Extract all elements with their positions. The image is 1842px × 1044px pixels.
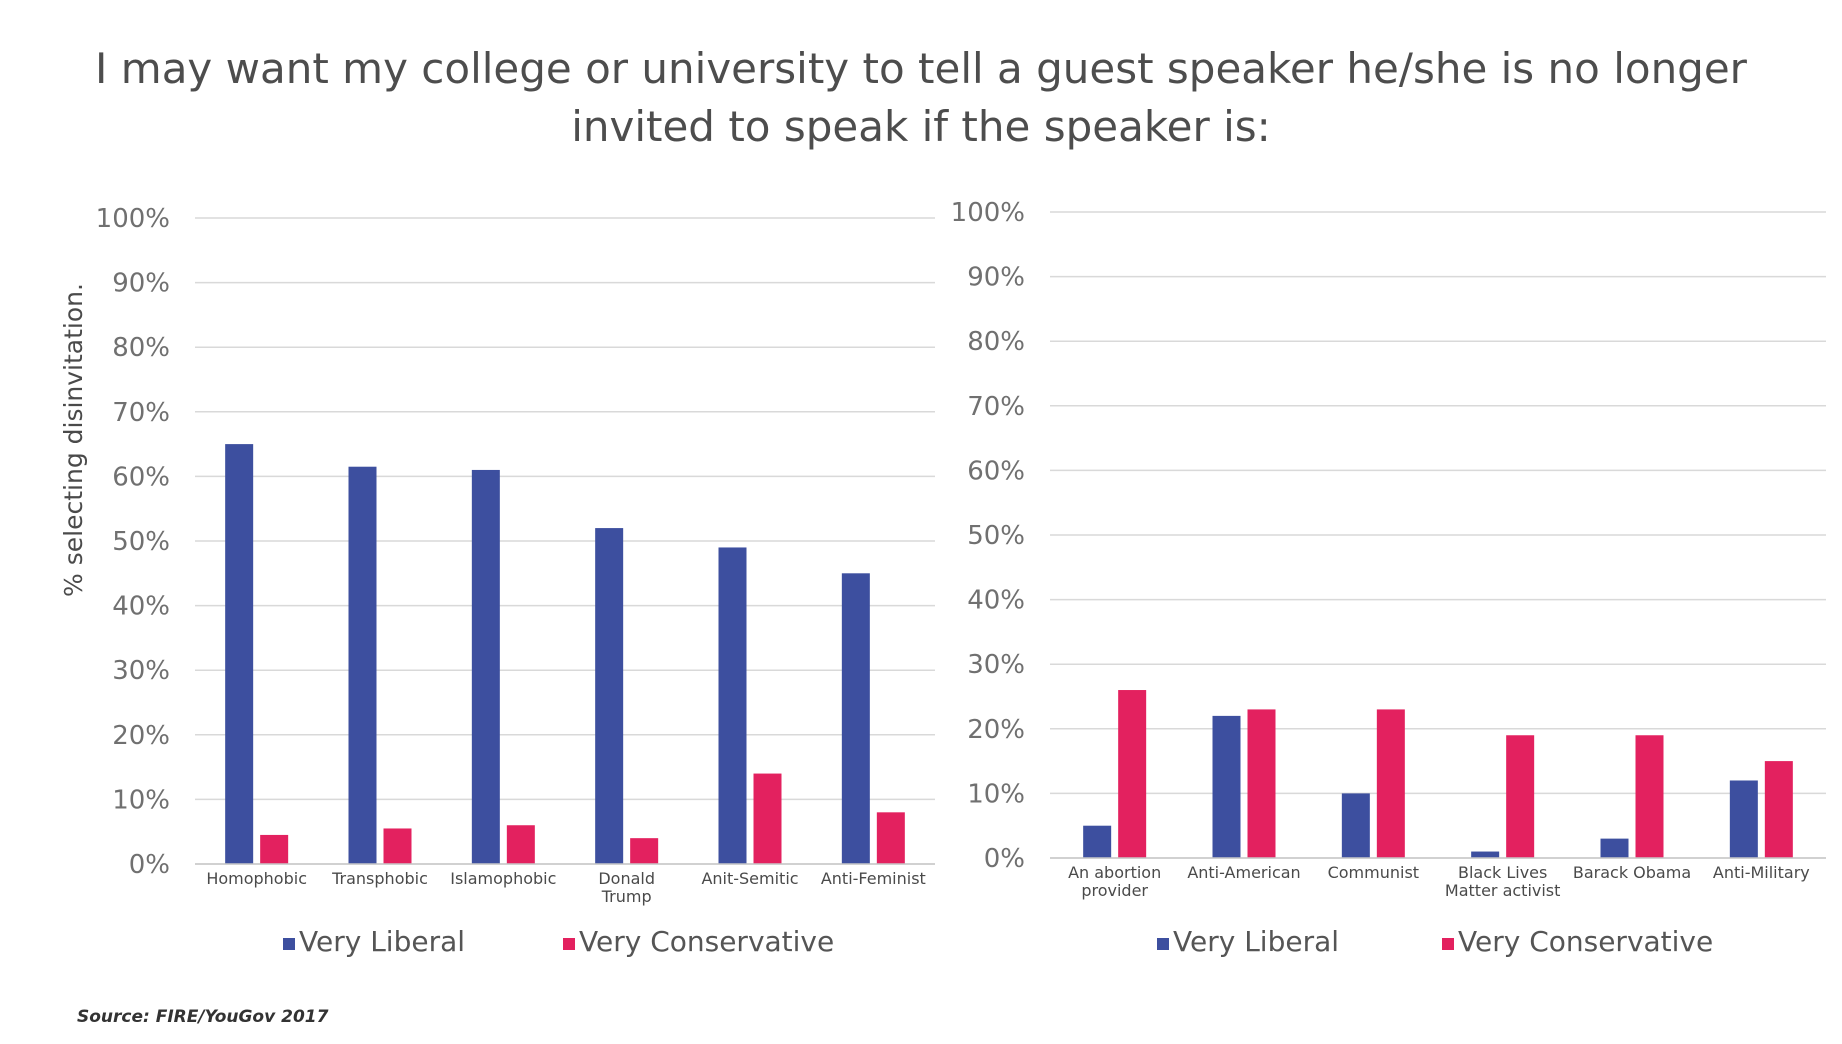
category-label: Barack Obama	[1573, 863, 1691, 882]
category-label: Homophobic	[206, 869, 307, 888]
bar-very-conservative	[506, 825, 535, 864]
bar-very-conservative	[1247, 709, 1276, 858]
y-tick-label: 10%	[967, 779, 1025, 809]
bar-very-liberal	[1471, 851, 1500, 858]
category-label: Donald Trump	[598, 869, 655, 906]
legend-label: Very Conservative	[579, 925, 834, 958]
category-label: Black Lives Matter activist	[1445, 863, 1561, 900]
category-label: Islamophobic	[450, 869, 556, 888]
y-tick-label: 80%	[967, 327, 1025, 357]
y-tick-label: 20%	[967, 715, 1025, 745]
y-tick-label: 60%	[112, 462, 170, 492]
source-note: Source: FIRE/YouGov 2017	[77, 1007, 329, 1027]
legend-label: Very Liberal	[1173, 925, 1339, 958]
chart-right: 0% 10% 20% 30% 40% 50% 60% 70% 80% 90% 100% An abor…	[951, 198, 1826, 958]
y-tick-label: 0%	[984, 844, 1025, 874]
page-title-line-2: invited to speak if the speaker is:	[571, 102, 1271, 151]
y-tick-label: 30%	[112, 656, 170, 686]
category-label: Anti-American	[1187, 863, 1300, 882]
y-tick-label: 100%	[96, 204, 170, 234]
y-tick-label: 20%	[112, 721, 170, 751]
y-axis-label: % selecting disinvitation.	[59, 283, 88, 597]
legend-swatch	[1157, 938, 1169, 950]
y-tick-label: 100%	[951, 198, 1025, 228]
bar-very-conservative	[1764, 761, 1793, 858]
y-tick-label: 60%	[967, 456, 1025, 486]
category-label: Anti-Military	[1713, 863, 1810, 882]
y-tick-label: 0%	[129, 850, 170, 880]
bar-very-liberal	[1212, 715, 1241, 858]
bar-very-conservative	[260, 834, 289, 864]
bar-very-liberal	[471, 469, 500, 864]
bar-very-liberal	[1341, 793, 1370, 858]
y-tick-label: 80%	[112, 333, 170, 363]
chart-left: 0% 10% 20% 30% 40% 50% 60% 70% 80% 90% 100% % selec…	[59, 204, 935, 958]
page-title: I may want my college or university to t…	[0, 40, 1842, 156]
y-tick-label: 40%	[967, 586, 1025, 616]
y-tick-label: 50%	[967, 521, 1025, 551]
bar-very-liberal	[718, 547, 747, 864]
y-tick-label: 70%	[112, 398, 170, 428]
bar-very-liberal	[841, 573, 870, 864]
bar-very-conservative	[1506, 735, 1535, 858]
bar-very-conservative	[630, 838, 659, 864]
category-label: Anit-Semitic	[701, 869, 798, 888]
bar-very-conservative	[383, 828, 412, 864]
y-tick-label: 70%	[967, 392, 1025, 422]
y-tick-label: 90%	[967, 263, 1025, 293]
legend-label: Very Conservative	[1458, 925, 1713, 958]
y-tick-label: 40%	[112, 592, 170, 622]
legend-swatch	[1442, 938, 1454, 950]
bar-very-liberal	[595, 528, 624, 864]
page-title-line-1: I may want my college or university to t…	[95, 44, 1747, 93]
bar-very-conservative	[876, 812, 905, 864]
bar-very-conservative	[1376, 709, 1405, 858]
bar-very-liberal	[225, 444, 254, 864]
bar-very-liberal	[1600, 838, 1629, 858]
legend-label: Very Liberal	[299, 925, 465, 958]
bar-very-conservative	[753, 773, 782, 864]
bar-very-conservative	[1118, 690, 1147, 858]
bar-very-liberal	[1083, 825, 1112, 858]
category-label: Transphobic	[331, 869, 428, 888]
y-tick-label: 10%	[112, 785, 170, 815]
bar-very-liberal	[1729, 780, 1758, 858]
legend-swatch	[283, 938, 295, 950]
legend-swatch	[563, 938, 575, 950]
bar-very-conservative	[1635, 735, 1664, 858]
category-label: Anti-Feminist	[821, 869, 926, 888]
y-tick-label: 30%	[967, 650, 1025, 680]
bar-very-liberal	[348, 466, 377, 864]
y-tick-label: 90%	[112, 269, 170, 299]
category-label: An abortion provider	[1068, 863, 1161, 900]
y-tick-label: 50%	[112, 527, 170, 557]
category-label: Communist	[1328, 863, 1419, 882]
